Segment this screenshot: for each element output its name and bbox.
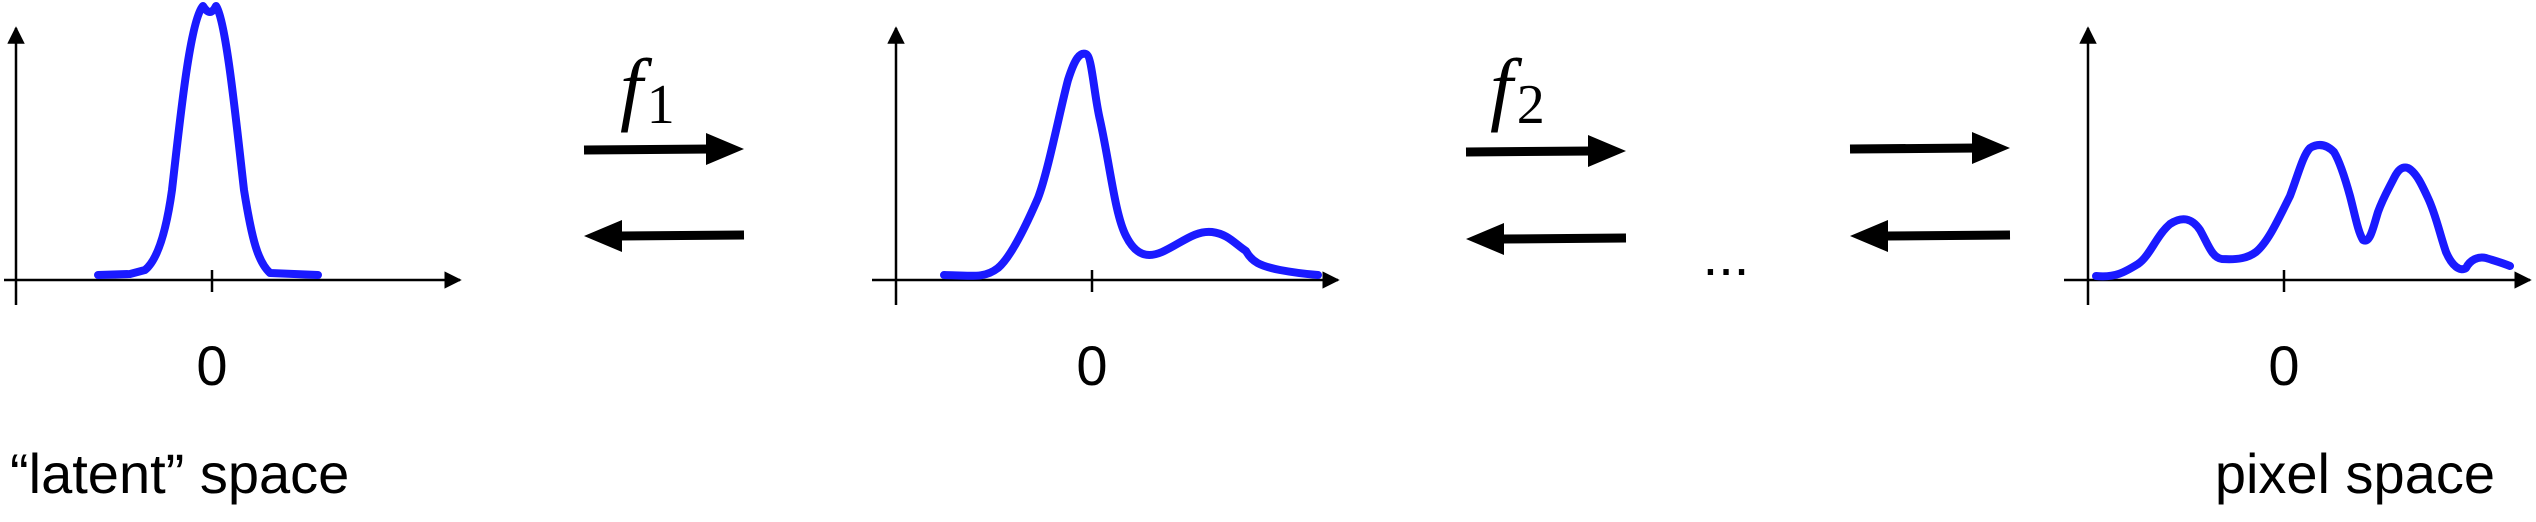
latent-space-caption: “latent” space bbox=[10, 442, 349, 505]
backward-arrow-shaft bbox=[1885, 230, 2011, 241]
zero-tick-label: 0 bbox=[2268, 334, 2299, 397]
transform-f1: f1 bbox=[583, 42, 745, 252]
forward-arrow-head bbox=[706, 133, 744, 165]
distribution-curve bbox=[940, 49, 1322, 280]
backward-arrow-shaft bbox=[1501, 233, 1627, 244]
f2-symbol: f2 bbox=[1490, 42, 1545, 136]
forward-arrow-shaft bbox=[1465, 146, 1595, 157]
distribution-curve bbox=[2092, 141, 2514, 281]
forward-arrow-shaft bbox=[1849, 143, 1979, 154]
further-transforms: ... bbox=[1703, 132, 2011, 287]
ellipsis: ... bbox=[1703, 224, 1750, 287]
forward-arrow-shaft bbox=[583, 144, 713, 155]
distribution-curve bbox=[94, 2, 322, 279]
pixel-space-caption: pixel space bbox=[2215, 442, 2495, 505]
zero-tick-label: 0 bbox=[196, 334, 227, 397]
panel-pixel: 0 pixel space bbox=[2064, 26, 2532, 505]
forward-arrow-head bbox=[1588, 135, 1626, 167]
panel-intermediate: 0 bbox=[872, 26, 1340, 397]
transform-f2: f2 bbox=[1465, 42, 1627, 255]
forward-arrow-head bbox=[1972, 132, 2010, 164]
zero-tick-label: 0 bbox=[1076, 334, 1107, 397]
backward-arrow-head bbox=[584, 220, 622, 252]
backward-arrow-shaft bbox=[619, 230, 745, 241]
backward-arrow-head bbox=[1850, 220, 1888, 252]
f1-symbol: f1 bbox=[620, 42, 675, 136]
panel-latent: 0 “latent” space bbox=[4, 2, 462, 505]
backward-arrow-head bbox=[1466, 223, 1504, 255]
